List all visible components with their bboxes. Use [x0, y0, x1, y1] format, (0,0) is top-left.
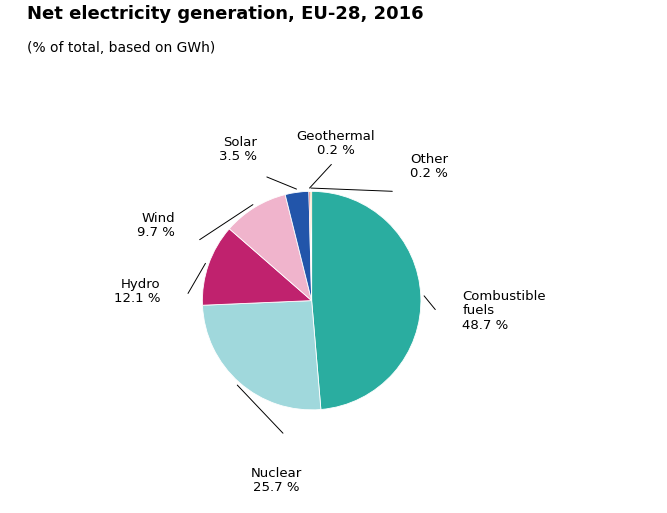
Wedge shape: [309, 191, 311, 301]
Wedge shape: [311, 191, 421, 409]
Wedge shape: [202, 229, 311, 305]
Text: 0.2 %: 0.2 %: [410, 167, 448, 180]
Text: Hydro: Hydro: [121, 278, 161, 291]
Text: Nuclear: Nuclear: [251, 467, 302, 480]
Text: Solar: Solar: [223, 135, 257, 149]
Wedge shape: [285, 191, 311, 301]
Text: Combustible: Combustible: [462, 290, 546, 303]
Text: 12.1 %: 12.1 %: [114, 292, 161, 305]
Wedge shape: [229, 194, 311, 301]
Text: 9.7 %: 9.7 %: [137, 226, 175, 239]
Text: Net electricity generation, EU-28, 2016: Net electricity generation, EU-28, 2016: [27, 5, 424, 23]
Text: Geothermal: Geothermal: [296, 130, 375, 143]
Text: fuels: fuels: [462, 304, 494, 318]
Text: 3.5 %: 3.5 %: [219, 150, 257, 163]
Text: 25.7 %: 25.7 %: [253, 481, 300, 494]
Wedge shape: [203, 301, 321, 410]
Text: Wind: Wind: [141, 212, 175, 225]
Text: 48.7 %: 48.7 %: [462, 319, 509, 331]
Text: (% of total, based on GWh): (% of total, based on GWh): [27, 41, 215, 55]
Text: 0.2 %: 0.2 %: [317, 144, 355, 157]
Text: Other: Other: [410, 153, 448, 166]
Wedge shape: [310, 191, 311, 301]
